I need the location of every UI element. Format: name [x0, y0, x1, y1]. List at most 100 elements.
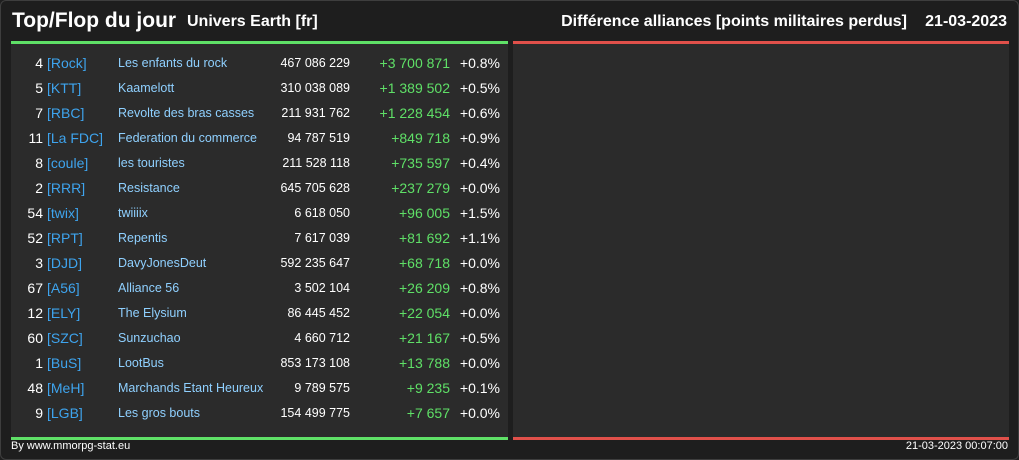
diff-cell: +21 167 [399, 330, 450, 346]
percent-cell: +0.0% [459, 355, 500, 371]
alliance-tag: [MeH] [47, 380, 85, 396]
table-row: 8 [coule] les touristes 211 528 118 +735 597… [11, 151, 508, 176]
percent-cell: +0.8% [459, 55, 500, 71]
diff-cell: +735 597 [391, 155, 450, 171]
percent-cell: +0.5% [459, 330, 500, 346]
rank-cell: 5 [35, 80, 43, 96]
ranking-title: Différence alliances [points militaires … [561, 13, 907, 30]
rank-cell: 7 [35, 105, 43, 121]
table-row: 67 [A56] Alliance 56 3 502 104 +26 209 +0.8% [11, 276, 508, 301]
percent-cell: +0.5% [459, 80, 500, 96]
table-row: 7 [RBC] Revolte des bras casses 211 931 762… [11, 101, 508, 126]
top-panel: 4 [Rock] Les enfants du rock 467 086 229 +3 … [11, 41, 508, 440]
alliance-tag: [coule] [47, 155, 89, 171]
rank-cell: 4 [35, 55, 43, 71]
alliance-tag: [LGB] [47, 405, 83, 421]
points-cell: 9 789 575 [294, 381, 350, 395]
rank-cell: 2 [35, 180, 43, 196]
alliance-tag: [A56] [47, 280, 80, 296]
rank-cell: 1 [35, 355, 43, 371]
diff-cell: +81 692 [399, 230, 450, 246]
points-cell: 7 617 039 [294, 231, 350, 245]
alliance-name: Marchands Etant Heureux [118, 381, 264, 395]
table-row: 9 [LGB] Les gros bouts 154 499 775 +7 657 +0.… [11, 401, 508, 426]
diff-cell: +13 788 [399, 355, 450, 371]
percent-cell: +0.8% [459, 280, 500, 296]
table-row: 1 [BuS] LootBus 853 173 108 +13 788 +0.0% [11, 351, 508, 376]
alliance-name: DavyJonesDeut [118, 256, 207, 270]
alliance-name: Federation du commerce [118, 131, 257, 145]
rank-cell: 48 [27, 380, 43, 396]
points-cell: 853 173 108 [280, 356, 350, 370]
diff-cell: +3 700 871 [379, 55, 450, 71]
rank-cell: 54 [27, 205, 43, 221]
alliance-name: Kaamelott [118, 81, 175, 95]
page-title: Top/Flop du jour [12, 9, 177, 32]
alliance-name: Resistance [118, 181, 180, 195]
flop-panel [513, 41, 1009, 440]
diff-cell: +1 389 502 [379, 80, 450, 96]
ranking-date: 21-03-2023 [925, 13, 1007, 30]
percent-cell: +0.0% [459, 180, 500, 196]
alliance-tag: [RRR] [47, 180, 86, 196]
alliance-tag: [DJD] [47, 255, 82, 271]
percent-cell: +0.0% [459, 405, 500, 421]
percent-cell: +0.9% [459, 130, 500, 146]
points-cell: 94 787 519 [287, 131, 350, 145]
diff-cell: +7 657 [406, 405, 450, 421]
footer-timestamp: 21-03-2023 00:07:00 [905, 440, 1008, 452]
percent-cell: +1.1% [459, 230, 500, 246]
points-cell: 3 502 104 [294, 281, 350, 295]
alliance-name: Sunzuchao [118, 331, 181, 345]
alliance-tag: [La FDC] [47, 130, 104, 146]
diff-cell: +9 235 [406, 380, 450, 396]
table-row: 52 [RPT] Repentis 7 617 039 +81 692 +1.1% [11, 226, 508, 251]
alliance-name: The Elysium [118, 306, 187, 320]
points-cell: 211 528 118 [282, 156, 350, 170]
alliance-tag: [RPT] [47, 230, 83, 246]
rank-cell: 60 [27, 330, 43, 346]
diff-cell: +96 005 [399, 205, 450, 221]
alliance-tag: [KTT] [47, 80, 82, 96]
table-row: 54 [twix] twiiiix 6 618 050 +96 005 +1.5% [11, 201, 508, 226]
table-row: 11 [La FDC] Federation du commerce 94 787 5… [11, 126, 508, 151]
alliance-name: Les enfants du rock [118, 56, 228, 70]
alliance-name: Revolte des bras casses [118, 106, 255, 120]
universe-label: Univers Earth [fr] [187, 13, 318, 30]
alliance-tag: [BuS] [47, 355, 82, 371]
percent-cell: +0.6% [459, 105, 500, 121]
alliance-tag: [RBC] [47, 105, 85, 121]
alliance-tag: [twix] [47, 205, 79, 221]
rank-cell: 11 [28, 130, 43, 146]
table-row: 3 [DJD] DavyJonesDeut 592 235 647 +68 718 +0.… [11, 251, 508, 276]
table-row: 5 [KTT] Kaamelott 310 038 089 +1 389 502 +0.5… [11, 76, 508, 101]
percent-cell: +0.4% [459, 155, 500, 171]
alliance-tag: [SZC] [47, 330, 83, 346]
diff-cell: +26 209 [399, 280, 450, 296]
percent-cell: +0.1% [459, 380, 500, 396]
alliance-name: Les gros bouts [118, 406, 200, 420]
points-cell: 467 086 229 [280, 56, 350, 70]
rank-cell: 67 [27, 280, 43, 296]
points-cell: 154 499 775 [280, 406, 350, 420]
diff-cell: +849 718 [391, 130, 450, 146]
diff-cell: +22 054 [399, 305, 450, 321]
alliance-name: Alliance 56 [118, 281, 180, 295]
table-row: 2 [RRR] Resistance 645 705 628 +237 279 +0.0% [11, 176, 508, 201]
rank-cell: 12 [27, 305, 43, 321]
rank-cell: 9 [35, 405, 43, 421]
rank-cell: 8 [35, 155, 43, 171]
table-row: 60 [SZC] Sunzuchao 4 660 712 +21 167 +0.5% [11, 326, 508, 351]
points-cell: 86 445 452 [287, 306, 350, 320]
alliance-name: Repentis [118, 231, 168, 245]
alliance-name: LootBus [118, 356, 164, 370]
points-cell: 645 705 628 [280, 181, 350, 195]
alliance-tag: [ELY] [47, 305, 81, 321]
points-cell: 310 038 089 [280, 81, 350, 95]
table-row: 4 [Rock] Les enfants du rock 467 086 229 +3 … [11, 51, 508, 76]
rank-cell: 3 [35, 255, 43, 271]
diff-cell: +68 718 [399, 255, 450, 271]
percent-cell: +0.0% [459, 305, 500, 321]
table-row: 48 [MeH] Marchands Etant Heureux 9 789 575 +… [11, 376, 508, 401]
